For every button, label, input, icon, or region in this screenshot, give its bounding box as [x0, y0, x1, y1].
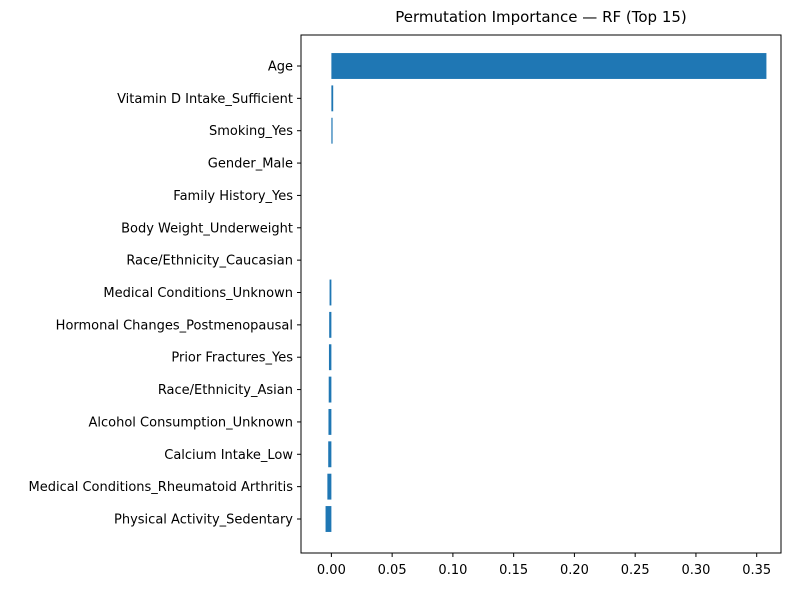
y-tick-label-9: Prior Fractures_Yes — [171, 351, 293, 366]
bars-group — [325, 53, 767, 532]
bar-14 — [325, 506, 332, 532]
bar-12 — [328, 441, 332, 468]
x-tick-label-4: 0.20 — [560, 563, 589, 578]
x-tick-label-1: 0.05 — [378, 563, 407, 578]
bar-7 — [329, 279, 332, 306]
y-tick-label-12: Calcium Intake_Low — [164, 448, 293, 463]
y-tick-labels: Age Vitamin D Intake_Sufficient Smoking_Ye… — [29, 60, 301, 528]
x-tick-label-2: 0.10 — [438, 563, 467, 578]
bar-2 — [331, 117, 333, 144]
y-tick-label-1: Vitamin D Intake_Sufficient — [117, 92, 293, 107]
x-tick-label-7: 0.35 — [742, 563, 771, 578]
bar-1 — [331, 85, 334, 112]
chart-title: Permutation Importance — RF (Top 15) — [395, 8, 687, 26]
y-tick-label-8: Hormonal Changes_Postmenopausal — [56, 318, 293, 333]
y-tick-label-4: Family History_Yes — [173, 189, 293, 204]
bar-8 — [329, 311, 332, 338]
y-tick-label-3: Gender_Male — [208, 157, 293, 172]
y-tick-label-10: Race/Ethnicity_Asian — [158, 383, 293, 398]
y-tick-label-5: Body Weight_Underweight — [121, 221, 293, 236]
x-tick-label-6: 0.30 — [681, 563, 710, 578]
y-tick-label-11: Alcohol Consumption_Unknown — [89, 415, 294, 430]
y-tick-label-13: Medical Conditions_Rheumatoid Arthritis — [29, 480, 294, 495]
plot-area-frame — [300, 34, 782, 554]
bar-0 — [331, 53, 767, 79]
x-tick-label-0: 0.00 — [317, 563, 346, 578]
bar-13 — [327, 473, 332, 500]
y-tick-label-2: Smoking_Yes — [209, 124, 293, 139]
x-tick-label-3: 0.15 — [499, 563, 528, 578]
bar-11 — [328, 408, 332, 435]
y-tick-label-0: Age — [268, 60, 293, 75]
bar-9 — [328, 344, 332, 371]
y-tick-label-7: Medical Conditions_Unknown — [103, 286, 293, 301]
x-ticks: 0.00 0.05 0.10 0.15 0.20 0.25 0.30 0.35 — [317, 553, 771, 578]
bar-10 — [328, 376, 332, 403]
y-tick-label-6: Race/Ethnicity_Caucasian — [126, 254, 293, 269]
y-tick-label-14: Physical Activity_Sedentary — [114, 513, 293, 528]
x-tick-label-5: 0.25 — [621, 563, 650, 578]
